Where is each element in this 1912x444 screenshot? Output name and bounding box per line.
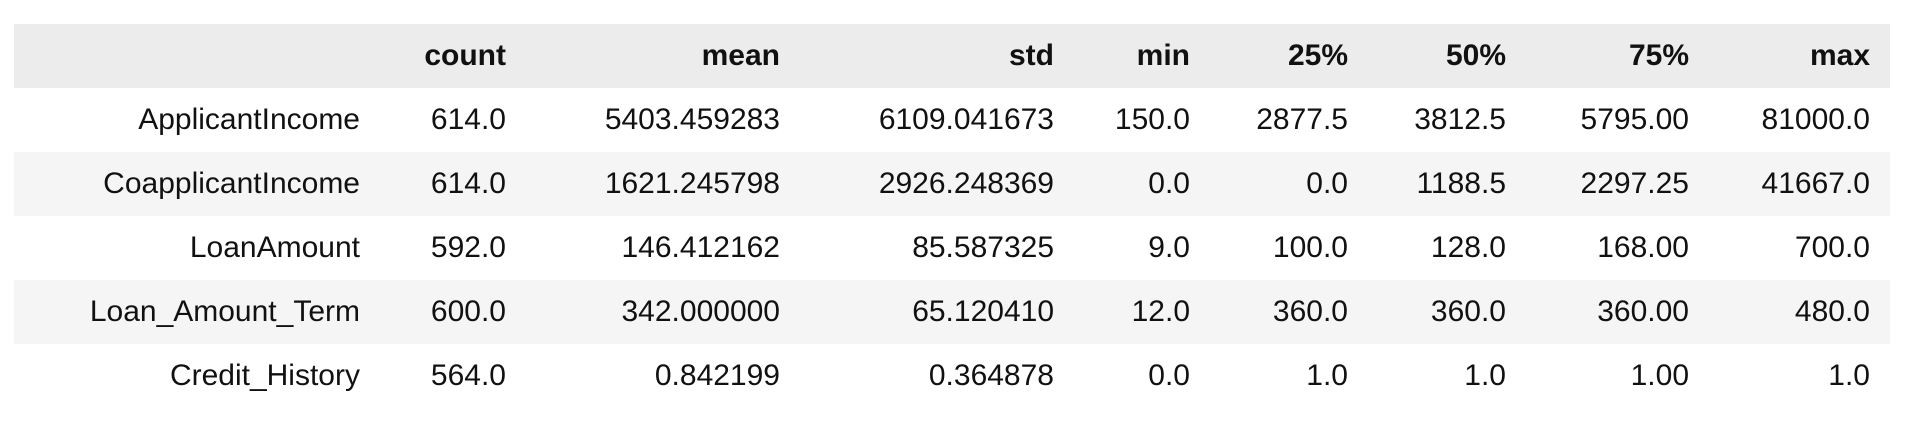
row-label: LoanAmount (189, 231, 360, 264)
table-cell: 614.0 (430, 167, 506, 200)
table-cell: 65.120410 (912, 295, 1054, 328)
table-cell: 1.0 (1464, 359, 1506, 392)
table-cell: 168.00 (1597, 231, 1689, 264)
table-cell: 2877.5 (1256, 103, 1348, 136)
table-row: Loan_Amount_Term 600.0 342.000000 65.120… (14, 280, 1890, 344)
table-cell: 1.00 (1630, 359, 1689, 392)
table-cell: 1188.5 (1416, 167, 1506, 200)
table-cell: 9.0 (1148, 231, 1190, 264)
column-header-std: std (800, 24, 1074, 88)
table-row: Credit_History 564.0 0.842199 0.364878 0… (14, 344, 1890, 408)
row-label: ApplicantIncome (138, 103, 360, 136)
table-cell: 81000.0 (1761, 103, 1870, 136)
table-cell: 1.0 (1306, 359, 1348, 392)
table-cell: 5403.459283 (604, 103, 780, 136)
table-cell: 700.0 (1794, 231, 1870, 264)
table-cell: 0.842199 (654, 359, 780, 392)
table-cell: 360.0 (1272, 295, 1348, 328)
header-row: count mean std min 25% 50% 75% max (14, 24, 1890, 88)
table-cell: 2926.248369 (878, 167, 1054, 200)
table-cell: 128.0 (1430, 231, 1506, 264)
table-cell: 1.0 (1828, 359, 1870, 392)
table-cell: 0.0 (1148, 167, 1190, 200)
table-cell: 6109.041673 (878, 103, 1054, 136)
table-cell: 600.0 (430, 295, 506, 328)
row-label: Loan_Amount_Term (89, 295, 360, 328)
describe-table: count mean std min 25% 50% 75% max Appli… (14, 24, 1890, 408)
table-cell: 85.587325 (912, 231, 1054, 264)
table-cell: 0.0 (1148, 359, 1190, 392)
table-cell: 146.412162 (621, 231, 781, 264)
table-cell: 342.000000 (621, 295, 781, 328)
table-cell: 3812.5 (1414, 103, 1506, 136)
index-header (14, 24, 380, 88)
dataframe-output: count mean std min 25% 50% 75% max Appli… (14, 24, 1890, 408)
table-cell: 2297.25 (1580, 167, 1689, 200)
column-header-count: count (380, 24, 526, 88)
table-cell: 0.0 (1306, 167, 1348, 200)
column-header-25pct: 25% (1210, 24, 1368, 88)
table-cell: 41667.0 (1761, 167, 1870, 200)
table-row: LoanAmount 592.0 146.412162 85.587325 9.… (14, 216, 1890, 280)
table-cell: 100.0 (1272, 231, 1348, 264)
table-cell: 12.0 (1131, 295, 1190, 328)
table-cell: 360.0 (1430, 295, 1506, 328)
table-cell: 1621.245798 (604, 167, 780, 200)
table-cell: 360.00 (1597, 295, 1689, 328)
table-cell: 480.0 (1794, 295, 1870, 328)
table-row: ApplicantIncome 614.0 5403.459283 6109.0… (14, 88, 1890, 152)
table-row: CoapplicantIncome 614.0 1621.245798 2926… (14, 152, 1890, 216)
column-header-mean: mean (526, 24, 800, 88)
column-header-min: min (1074, 24, 1210, 88)
table-cell: 564.0 (430, 359, 506, 392)
row-label: Credit_History (169, 359, 360, 392)
row-label: CoapplicantIncome (103, 167, 360, 200)
table-cell: 614.0 (430, 103, 506, 136)
column-header-max: max (1709, 24, 1890, 88)
table-cell: 5795.00 (1580, 103, 1689, 136)
column-header-75pct: 75% (1526, 24, 1709, 88)
table-cell: 592.0 (430, 231, 506, 264)
column-header-50pct: 50% (1368, 24, 1526, 88)
table-cell: 150.0 (1114, 103, 1190, 136)
table-cell: 0.364878 (928, 359, 1054, 392)
